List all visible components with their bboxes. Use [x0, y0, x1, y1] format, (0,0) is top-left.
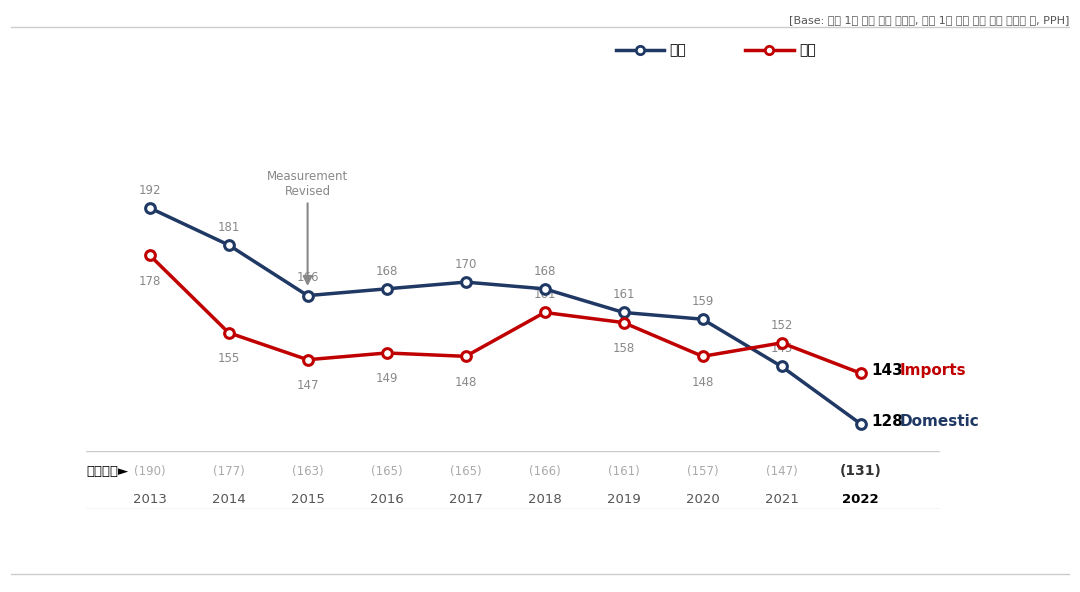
Text: Imports: Imports — [900, 363, 967, 378]
Text: (147): (147) — [766, 465, 797, 478]
Text: 2015: 2015 — [291, 493, 324, 506]
Text: 155: 155 — [217, 352, 240, 365]
Text: 수입: 수입 — [799, 43, 816, 57]
Text: (165): (165) — [449, 465, 482, 478]
Text: 145: 145 — [770, 342, 793, 355]
Text: 161: 161 — [612, 288, 635, 301]
Text: 170: 170 — [455, 258, 476, 271]
Text: 168: 168 — [376, 265, 397, 278]
Text: 158: 158 — [612, 342, 635, 355]
Text: 148: 148 — [455, 376, 476, 389]
Text: 149: 149 — [376, 372, 397, 385]
Text: 168: 168 — [534, 265, 556, 278]
Text: 2013: 2013 — [133, 493, 166, 506]
Text: 147: 147 — [296, 379, 319, 392]
Text: 2014: 2014 — [212, 493, 245, 506]
Text: 181: 181 — [217, 221, 240, 234]
Text: 2019: 2019 — [607, 493, 640, 506]
Text: 166: 166 — [296, 272, 319, 285]
Text: 2022: 2022 — [842, 493, 879, 506]
Text: 2021: 2021 — [765, 493, 798, 506]
Text: 148: 148 — [691, 376, 714, 389]
Text: 152: 152 — [770, 318, 793, 332]
Text: 2017: 2017 — [448, 493, 483, 506]
Text: 161: 161 — [534, 288, 556, 301]
Text: (165): (165) — [370, 465, 403, 478]
Text: Domestic: Domestic — [900, 414, 980, 429]
Text: (177): (177) — [213, 465, 244, 478]
Text: (131): (131) — [839, 464, 881, 478]
Text: (163): (163) — [292, 465, 323, 478]
Text: (161): (161) — [608, 465, 639, 478]
Text: 159: 159 — [691, 295, 714, 308]
Text: 143: 143 — [872, 363, 904, 378]
Text: 128: 128 — [872, 414, 904, 429]
Text: (190): (190) — [134, 465, 165, 478]
Text: 2018: 2018 — [528, 493, 562, 506]
Text: 산업평균►: 산업평균► — [86, 465, 129, 478]
Text: 2020: 2020 — [686, 493, 719, 506]
Text: Measurement
Revised: Measurement Revised — [267, 170, 348, 284]
Text: [Base: 지난 1년 이내 새차 구입자, 차량 1백 대당 평균 체험 문제점 수, PPH]: [Base: 지난 1년 이내 새차 구입자, 차량 1백 대당 평균 체험 문… — [788, 15, 1069, 25]
Text: (157): (157) — [687, 465, 718, 478]
Text: 구산: 구산 — [670, 43, 687, 57]
Text: 178: 178 — [138, 275, 161, 288]
Text: 192: 192 — [138, 184, 161, 197]
Text: (166): (166) — [529, 465, 561, 478]
Text: 2016: 2016 — [369, 493, 404, 506]
